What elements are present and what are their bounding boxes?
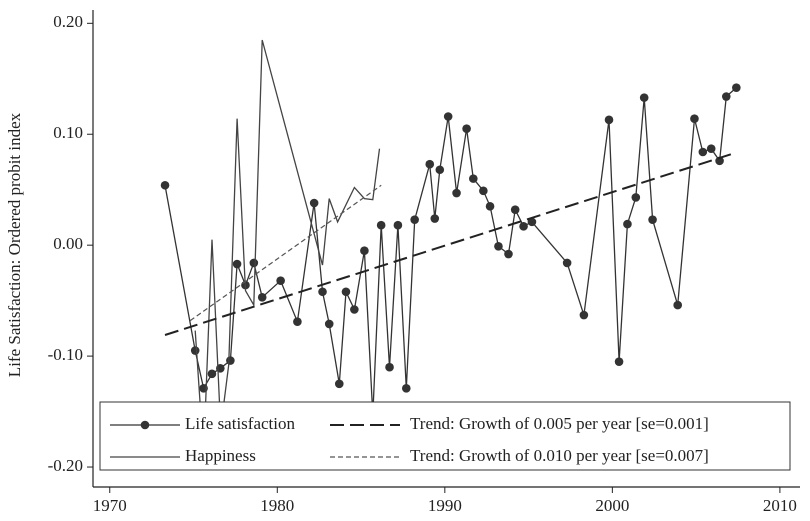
legend-label: Trend: Growth of 0.010 per year [se=0.00…: [410, 446, 709, 465]
y-tick-label: 0.00: [53, 234, 83, 253]
data-point: [623, 219, 632, 229]
legend-label: Happiness: [185, 446, 256, 465]
data-point: [160, 180, 170, 190]
data-point: [510, 205, 520, 214]
data-point: [257, 293, 267, 302]
data-point: [721, 92, 731, 101]
y-tick-label: -0.20: [48, 456, 83, 475]
series-line: [194, 39, 381, 455]
data-point: [715, 156, 724, 166]
data-point: [732, 83, 741, 92]
data-point: [698, 147, 708, 157]
data-point: [462, 124, 471, 133]
data-point: [519, 222, 528, 231]
x-tick-label: 1980: [260, 496, 294, 515]
data-point: [706, 144, 716, 153]
x-tick-label: 1970: [93, 496, 127, 515]
data-point: [504, 249, 513, 259]
data-point: [479, 186, 488, 196]
data-point: [376, 220, 386, 230]
y-tick-label: 0.20: [53, 12, 83, 31]
data-point: [430, 214, 440, 223]
data-point: [631, 193, 641, 202]
data-point: [579, 310, 589, 320]
data-point: [318, 287, 327, 297]
data-point: [226, 356, 235, 365]
data-point: [334, 379, 344, 389]
data-point: [639, 93, 649, 102]
data-point: [435, 165, 445, 175]
y-axis-title: Life Satisfaction: Ordered probit index: [5, 112, 24, 377]
data-point: [401, 383, 411, 393]
series-line: [164, 152, 736, 336]
y-tick-label: -0.10: [48, 345, 83, 364]
data-point: [494, 241, 503, 251]
data-point: [341, 287, 351, 297]
data-point: [309, 198, 319, 208]
data-point: [232, 259, 242, 269]
data-point: [393, 220, 403, 230]
data-point: [324, 319, 334, 329]
data-point: [673, 300, 682, 310]
legend-marker: [140, 420, 150, 430]
data-point: [614, 357, 624, 366]
data-point: [207, 369, 217, 379]
y-tick-label: 0.10: [53, 123, 83, 142]
data-point: [360, 246, 369, 256]
data-point: [452, 188, 461, 198]
data-point: [249, 258, 259, 268]
series-line: [164, 87, 737, 415]
legend-box: [99, 401, 791, 471]
data-point: [410, 215, 419, 224]
x-tick-label: 2000: [595, 496, 629, 515]
data-point: [469, 174, 478, 183]
data-point: [648, 215, 657, 224]
data-point: [350, 305, 359, 314]
data-point: [190, 346, 200, 355]
data-point: [276, 276, 285, 285]
data-point: [690, 114, 699, 124]
series-line: [189, 184, 382, 322]
legend-label: Trend: Growth of 0.005 per year [se=0.00…: [410, 414, 709, 433]
data-point: [562, 258, 572, 268]
data-point: [604, 115, 614, 125]
data-point: [485, 202, 495, 211]
legend-label: Life satisfaction: [185, 414, 295, 433]
x-tick-label: 1990: [428, 496, 462, 515]
data-point: [293, 317, 302, 327]
data-point: [527, 217, 537, 227]
data-point: [443, 112, 453, 121]
data-point: [385, 362, 394, 372]
data-point: [425, 159, 435, 169]
x-tick-label: 2010: [763, 496, 797, 515]
